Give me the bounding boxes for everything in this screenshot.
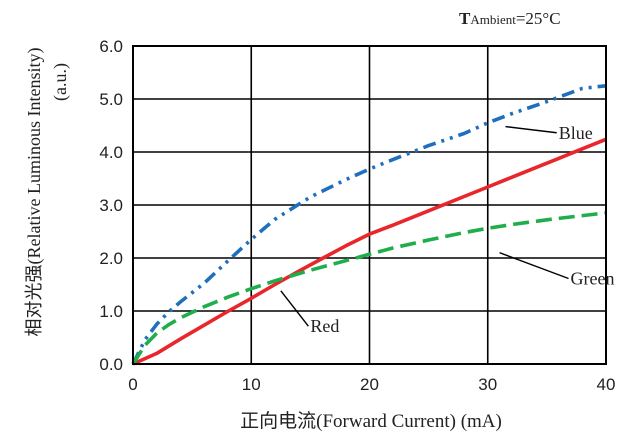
- grid-lines: [132, 45, 607, 365]
- ambient-temp-sub: Ambient: [470, 12, 516, 27]
- x-tick-labels: 0 10 20 30 40: [128, 375, 615, 394]
- series-label-leader-blue: [505, 125, 557, 134]
- series-label-blue: Blue: [559, 123, 593, 143]
- y-tick-label: 1.0: [99, 302, 123, 321]
- y-tick-label: 2.0: [99, 249, 123, 268]
- ambient-temp-annotation: TAmbient=25°C: [459, 9, 561, 28]
- y-tick-labels: 0.0 1.0 2.0 3.0 4.0 5.0 6.0: [99, 37, 123, 374]
- ambient-temp-value: =25°C: [516, 9, 561, 28]
- ambient-temp-T: T: [459, 9, 471, 28]
- y-tick-label: 0.0: [99, 355, 123, 374]
- series-label-leader-green: [499, 252, 569, 280]
- series-lines: [131, 84, 607, 366]
- series-label-red: Red: [310, 316, 339, 336]
- x-tick-label: 20: [360, 375, 379, 394]
- x-axis-label: 正向电流(Forward Current) (mA): [240, 410, 502, 432]
- series-line-red: [132, 137, 607, 366]
- y-tick-label: 6.0: [99, 37, 123, 56]
- series-label-green: Green: [571, 269, 615, 289]
- plot-frame: [132, 45, 607, 365]
- y-axis-label: 相对光强(Relative Luminous Intensity): [24, 48, 45, 337]
- y-tick-label: 4.0: [99, 143, 123, 162]
- x-tick-label: 10: [242, 375, 261, 394]
- y-tick-label: 5.0: [99, 90, 123, 109]
- y-axis-unit: (a.u.): [50, 63, 71, 101]
- series-labels: Blue Green Red: [280, 123, 615, 336]
- y-tick-label: 3.0: [99, 196, 123, 215]
- x-tick-label: 40: [597, 375, 616, 394]
- series-line-green: [131, 211, 607, 365]
- series-line-blue: [131, 84, 607, 365]
- x-tick-label: 30: [478, 375, 497, 394]
- x-tick-label: 0: [128, 375, 137, 394]
- plot-area-border: [132, 45, 607, 365]
- series-label-leader-red: [280, 290, 309, 327]
